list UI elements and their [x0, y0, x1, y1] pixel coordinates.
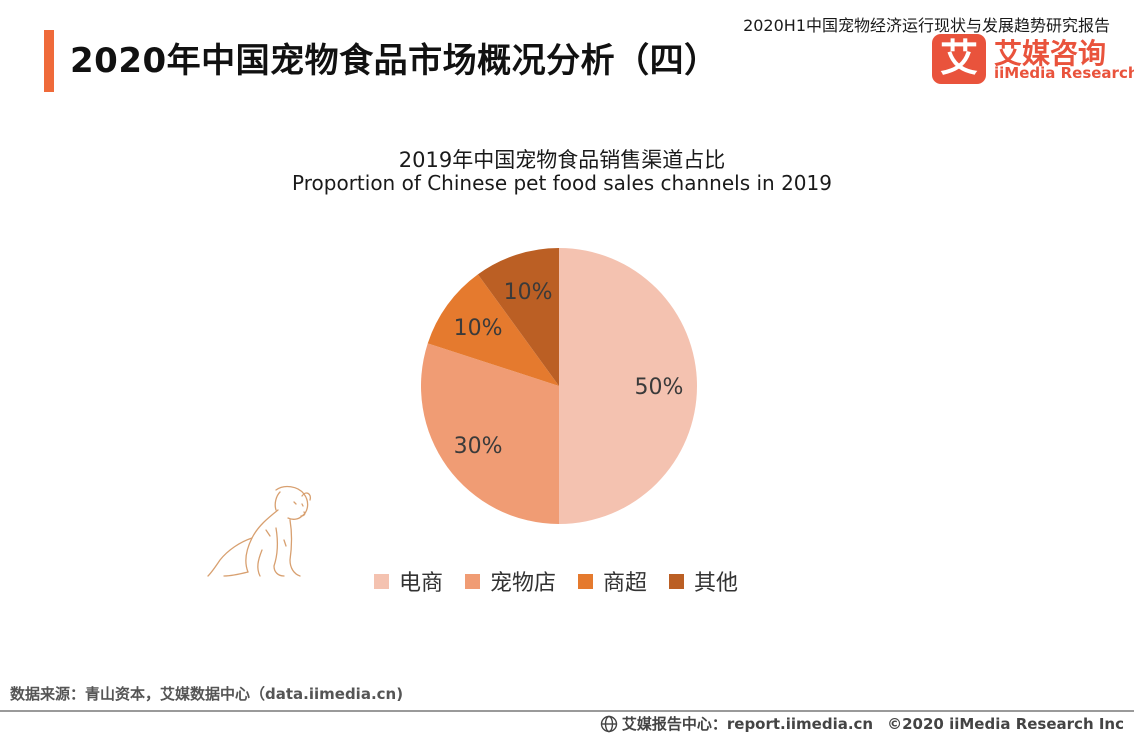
iimedia-logo[interactable]: 艾 艾媒咨询 iiMedia Research	[932, 34, 1134, 86]
chart-subtitle: Proportion of Chinese pet food sales cha…	[292, 171, 832, 195]
legend-swatch	[669, 573, 685, 589]
legend-swatch	[374, 573, 389, 589]
legend-item-商超: 商超	[578, 565, 647, 597]
pie-slice-宠物店	[421, 343, 559, 524]
legend-label: 商超	[603, 571, 648, 596]
report-title: 2020H1中国宠物经济运行现状与发展趋势研究报告	[743, 16, 1110, 35]
legend-swatch	[465, 573, 481, 589]
report-center-link[interactable]: 艾媒报告中心：report.iimedia.cn	[621, 715, 874, 733]
pie-slice-其他	[477, 248, 559, 386]
legend-item-电商: 电商	[374, 565, 443, 597]
chart-legend: 电商 宠物店 商超 其他	[374, 566, 760, 596]
slice-label-宠物店: 30%	[454, 434, 503, 459]
legend-label: 电商	[399, 571, 444, 596]
data-source: 数据来源：青山资本，艾媒数据中心（data.iimedia.cn)	[10, 685, 404, 703]
footer-divider	[0, 710, 1134, 712]
pie-slice-商超	[427, 274, 559, 386]
page-title: 2020年中国宠物食品市场概况分析（四）	[70, 41, 719, 81]
logo-mark-icon: 艾	[932, 34, 986, 84]
title-accent-bar	[44, 30, 54, 92]
dog-sketch-icon	[207, 485, 312, 577]
slice-label-商超: 10%	[454, 316, 503, 341]
chart-title: 2019年中国宠物食品销售渠道占比	[398, 148, 726, 172]
legend-label: 宠物店	[490, 571, 557, 596]
legend-swatch	[578, 573, 594, 589]
globe-icon	[600, 715, 618, 732]
slice-label-其他: 10%	[504, 280, 553, 305]
legend-item-其他: 其他	[669, 565, 738, 597]
legend-item-宠物店: 宠物店	[465, 565, 556, 597]
logo-name-cn: 艾媒咨询	[994, 37, 1107, 70]
logo-name-en: iiMedia Research	[994, 64, 1134, 82]
slice-label-电商: 50%	[635, 375, 684, 400]
pie-slice-电商	[559, 248, 697, 524]
legend-label: 其他	[694, 571, 739, 596]
footer: 艾媒报告中心：report.iimedia.cn ©2020 iiMedia R…	[600, 713, 1124, 734]
copyright: ©2020 iiMedia Research Inc	[887, 714, 1124, 733]
